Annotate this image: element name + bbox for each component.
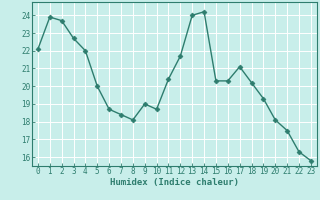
X-axis label: Humidex (Indice chaleur): Humidex (Indice chaleur) [110,178,239,187]
